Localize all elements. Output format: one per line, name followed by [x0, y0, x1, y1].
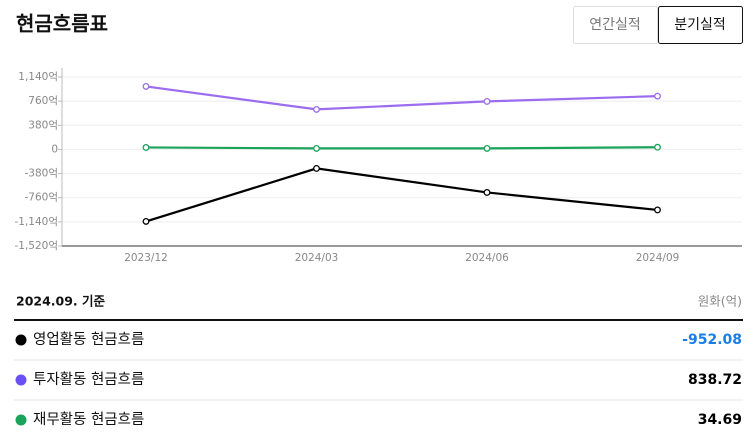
row-name: 영업활동 현금흐름 — [33, 331, 144, 348]
x-tick-label: 2023/12 — [124, 252, 168, 264]
y-tick-label: -760억 — [25, 192, 59, 204]
table-rule — [14, 319, 743, 321]
x-tick-label: 2024/09 — [636, 252, 680, 264]
point — [654, 92, 661, 100]
row-value: -952.08 — [682, 332, 742, 348]
x-tick-label: 2024/06 — [465, 252, 509, 264]
legend-dot — [15, 414, 27, 426]
point — [142, 217, 150, 225]
point — [654, 143, 661, 151]
y-tick-label: 760억 — [28, 95, 58, 107]
point — [142, 82, 150, 90]
row-value: 838.72 — [688, 372, 742, 388]
table-unit: 원화(억) — [698, 294, 742, 309]
point — [313, 144, 320, 152]
tab-label[interactable]: 연간실적 — [589, 17, 641, 33]
x-tick-label: 2024/03 — [295, 252, 339, 264]
table-basis: 2024.09. 기준 — [16, 294, 106, 309]
y-tick-label: 380억 — [28, 119, 58, 131]
point — [483, 144, 491, 152]
series-line — [145, 167, 658, 223]
page-title: 현금흐름표 — [16, 12, 108, 36]
y-tick-label: 0 — [51, 143, 58, 155]
tab-label[interactable]: 분기실적 — [674, 17, 726, 33]
row-value: 34.69 — [698, 412, 742, 428]
point — [483, 188, 491, 196]
tab[interactable] — [573, 6, 658, 44]
point — [654, 206, 661, 214]
row-name: 투자활동 현금흐름 — [33, 371, 144, 388]
y-tick-label: -1,140억 — [14, 216, 58, 228]
point — [313, 164, 320, 172]
y-tick-label: -380억 — [25, 168, 59, 180]
tab[interactable] — [658, 6, 743, 44]
legend-dot — [15, 334, 27, 346]
point — [483, 97, 491, 105]
point — [313, 105, 320, 113]
y-tick-label: 1,140억 — [18, 71, 58, 83]
row-name: 재무활동 현금흐름 — [33, 411, 144, 428]
series-line — [145, 85, 658, 111]
point — [142, 144, 150, 151]
series-line — [145, 146, 658, 150]
legend-dot — [15, 374, 27, 386]
y-tick-label: -1,520억 — [14, 240, 58, 252]
